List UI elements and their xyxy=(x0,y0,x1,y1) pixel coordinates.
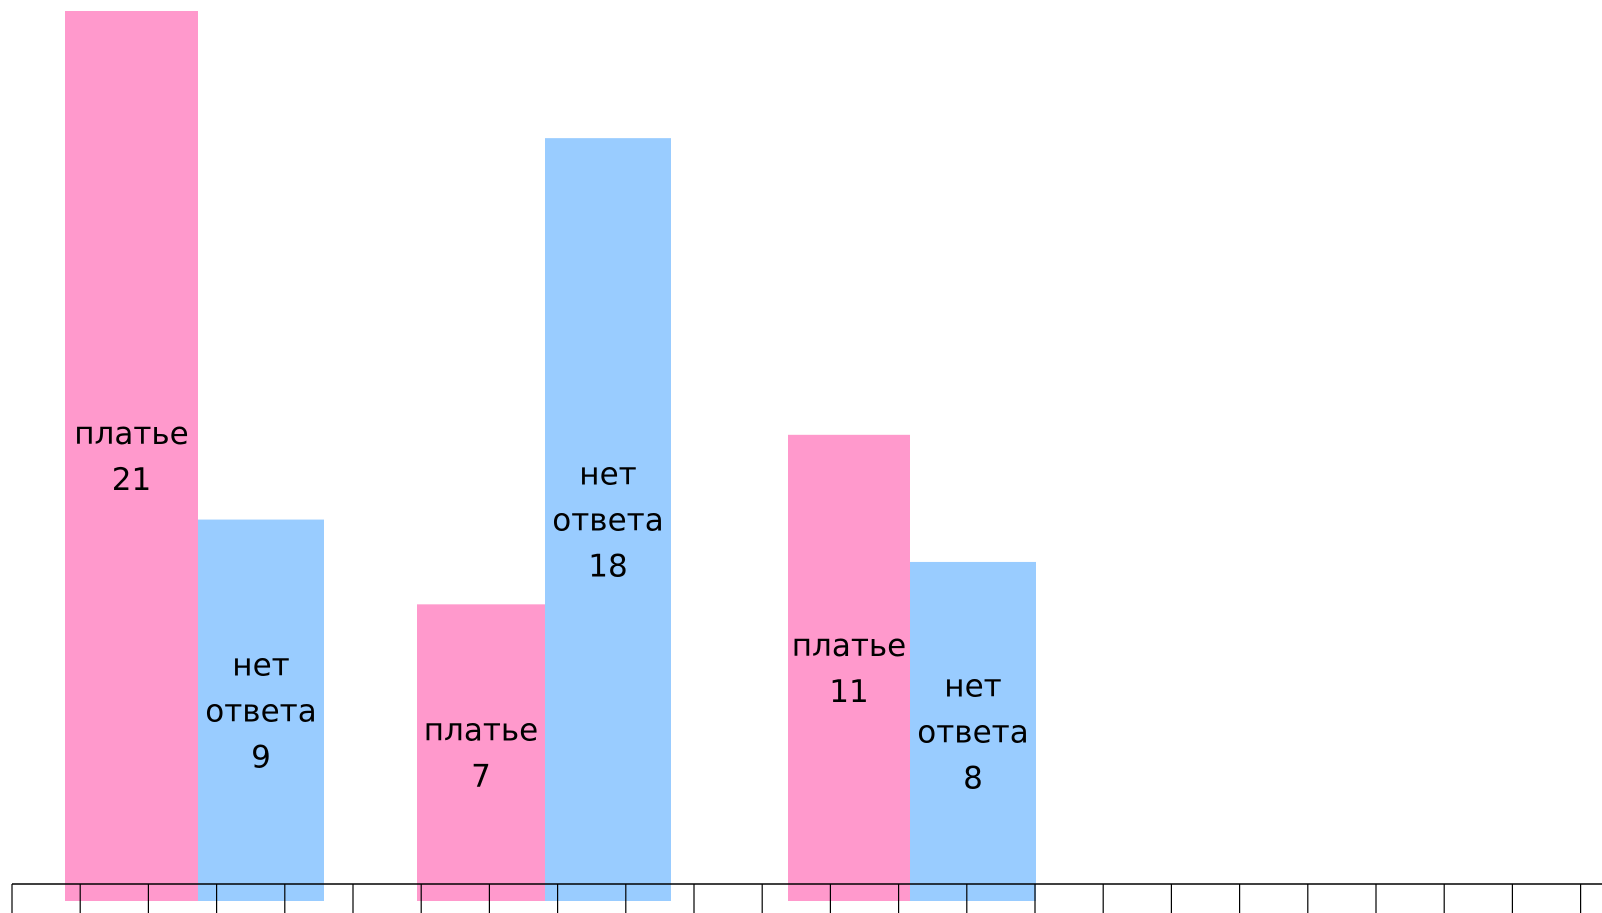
bar-labels-layer: платье 21 нет ответа 9 платье 7 нет ответа 18 плат… xyxy=(74,416,1028,796)
bar-label-line: 18 xyxy=(588,549,627,585)
bar-label-group-3-series-1: платье 11 xyxy=(792,628,906,710)
bar-plate-group-3 xyxy=(788,434,910,901)
bar-label-group-1-series-2: нет ответа 9 xyxy=(205,647,316,775)
bar-label-line: 8 xyxy=(963,760,983,796)
bar-label-line: ответа xyxy=(552,503,663,539)
bar-label-line: 9 xyxy=(251,739,271,775)
bar-label-group-1-series-1: платье 21 xyxy=(74,416,188,498)
bar-plate-group-2 xyxy=(417,604,545,901)
bar-label-group-3-series-2: нет ответа 8 xyxy=(917,668,1028,796)
bar-label-line: нет xyxy=(579,457,636,493)
bar-plate-group-1 xyxy=(65,11,198,901)
bar-label-line: ответа xyxy=(205,693,316,729)
bar-label-line: нет xyxy=(944,668,1001,704)
bar-label-line: нет xyxy=(232,647,289,683)
bars-layer xyxy=(65,11,1036,902)
bar-label-line: 7 xyxy=(471,759,491,795)
bar-label-line: 11 xyxy=(829,674,868,710)
x-axis xyxy=(11,883,1602,913)
bar-no-answer-group-2 xyxy=(545,138,671,902)
bar-label-line: платье xyxy=(792,628,906,664)
bar-no-answer-group-1 xyxy=(198,519,324,901)
bar-label-line: платье xyxy=(424,713,538,749)
bar-label-group-2-series-1: платье 7 xyxy=(424,713,538,795)
bar-label-line: ответа xyxy=(917,714,1028,750)
bar-label-line: 21 xyxy=(112,462,151,498)
bar-label-line: платье xyxy=(74,416,188,452)
bar-label-group-2-series-2: нет ответа 18 xyxy=(552,457,663,585)
bar-no-answer-group-3 xyxy=(910,561,1036,901)
